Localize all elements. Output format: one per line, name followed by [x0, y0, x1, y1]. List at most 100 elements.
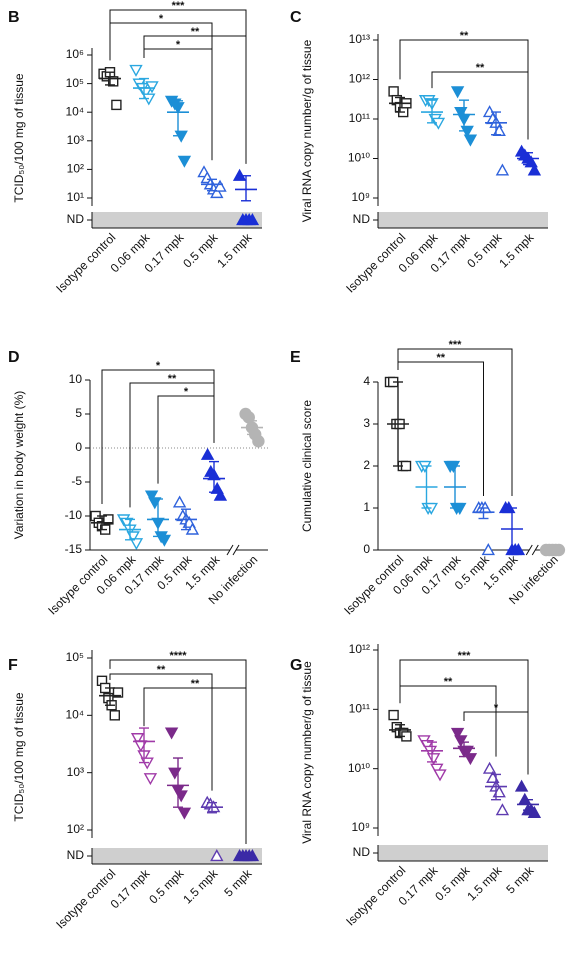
y-tick-label: 10⁹	[352, 820, 371, 834]
data-point	[157, 534, 172, 547]
y-tick-label: 10⁹	[352, 190, 371, 204]
significance-label: **	[476, 62, 485, 74]
data-point	[213, 179, 227, 192]
data-point	[245, 849, 260, 862]
significance-label: *	[176, 39, 181, 51]
y-axis-label: Viral RNA copy number/g of tissue	[300, 661, 314, 844]
y-tick-label: 10²	[67, 162, 84, 176]
data-point	[145, 81, 159, 94]
y-tick-label: 2	[363, 458, 370, 472]
data-point	[109, 710, 121, 721]
significance-label: *	[494, 702, 499, 714]
axis-break	[525, 544, 533, 556]
y-tick-label: 10⁴	[65, 104, 84, 118]
data-point	[430, 763, 444, 776]
data-point	[172, 495, 187, 508]
y-tick-label: 10⁵	[66, 76, 84, 90]
y-axis-label: Variation in body weight (%)	[12, 391, 26, 540]
significance-bracket	[109, 673, 213, 791]
data-point	[129, 538, 144, 551]
panel-label: E	[290, 349, 301, 366]
nd-label: ND	[67, 212, 85, 226]
data-point	[495, 163, 510, 176]
data-point	[420, 739, 434, 752]
data-point	[130, 733, 145, 746]
data-point	[112, 687, 124, 698]
y-tick-label: 10⁴	[65, 708, 84, 722]
y-tick-label: 10¹²	[349, 72, 370, 86]
y-tick-label: 1	[363, 500, 370, 514]
significance-bracket	[397, 361, 484, 496]
data-point	[450, 86, 465, 99]
x-tick-label: 0.5 mpk	[180, 230, 221, 271]
data-point	[482, 761, 497, 774]
y-tick-label: 10¹²	[349, 642, 370, 656]
significance-bracket	[143, 35, 247, 164]
nd-label: ND	[353, 212, 371, 226]
data-point	[177, 155, 192, 168]
data-point	[527, 163, 542, 176]
y-tick-label: 5	[75, 406, 82, 420]
y-axis-label: TCID₅₀/100 mg of tissue	[12, 73, 26, 203]
panel-label: G	[290, 657, 302, 674]
data-point	[433, 769, 447, 782]
significance-label: **	[157, 664, 166, 676]
significance-label: **	[191, 26, 200, 38]
y-tick-label: 10¹³	[349, 32, 370, 46]
significance-bracket	[399, 685, 497, 757]
y-tick-label: -5	[71, 474, 82, 488]
x-tick-label: 5 mpk	[503, 863, 537, 897]
y-tick-label: 10³	[67, 765, 84, 779]
significance-bracket	[109, 9, 247, 164]
data-point	[107, 76, 119, 87]
x-tick-label: 5 mpk	[221, 866, 255, 900]
significance-label: ***	[458, 650, 472, 662]
significance-label: *	[184, 386, 189, 398]
x-tick-label: 1.5 mpk	[496, 230, 537, 271]
data-point	[111, 99, 122, 111]
data-point	[143, 773, 158, 786]
x-tick-label: 1.5 mpk	[464, 863, 505, 904]
y-tick-label: 10³	[67, 133, 84, 147]
significance-label: ****	[169, 650, 187, 662]
x-tick-label: 1.5 mpk	[214, 230, 255, 271]
y-tick-label: 3	[363, 416, 370, 430]
y-tick-label: 4	[363, 374, 370, 388]
data-point	[454, 735, 468, 748]
nd-label: ND	[353, 845, 371, 859]
data-point	[388, 709, 399, 721]
y-tick-label: 0	[363, 542, 370, 556]
data-point	[164, 727, 179, 740]
data-point	[200, 447, 215, 460]
significance-bracket	[143, 48, 213, 161]
significance-bracket	[109, 22, 213, 161]
x-tick-label: 0.5 mpk	[146, 866, 187, 907]
y-axis-label: TCID₅₀/100 mg of tissue	[12, 692, 26, 822]
significance-label: ***	[172, 0, 186, 12]
data-point	[252, 435, 265, 448]
y-tick-label: -15	[65, 542, 83, 556]
data-point	[210, 186, 224, 199]
data-point	[527, 805, 542, 818]
data-point	[495, 803, 510, 816]
significance-label: **	[444, 676, 453, 688]
axis-break	[226, 544, 234, 556]
data-point	[245, 213, 260, 226]
significance-bracket	[397, 348, 513, 496]
significance-bracket	[143, 687, 247, 844]
nd-band	[378, 845, 548, 861]
y-axis-label: Cumulative clinical score	[300, 400, 314, 532]
y-tick-label: 10⁵	[66, 650, 84, 664]
data-point	[144, 490, 159, 503]
data-point	[103, 514, 114, 525]
y-tick-label: 10	[69, 372, 83, 386]
data-point	[426, 753, 441, 766]
x-tick-label: 1.5 mpk	[180, 866, 221, 907]
significance-label: **	[191, 678, 200, 690]
data-point	[514, 779, 529, 792]
significance-label: **	[460, 30, 469, 42]
y-tick-label: -10	[65, 508, 83, 522]
data-point	[388, 86, 399, 97]
significance-label: *	[156, 360, 161, 372]
